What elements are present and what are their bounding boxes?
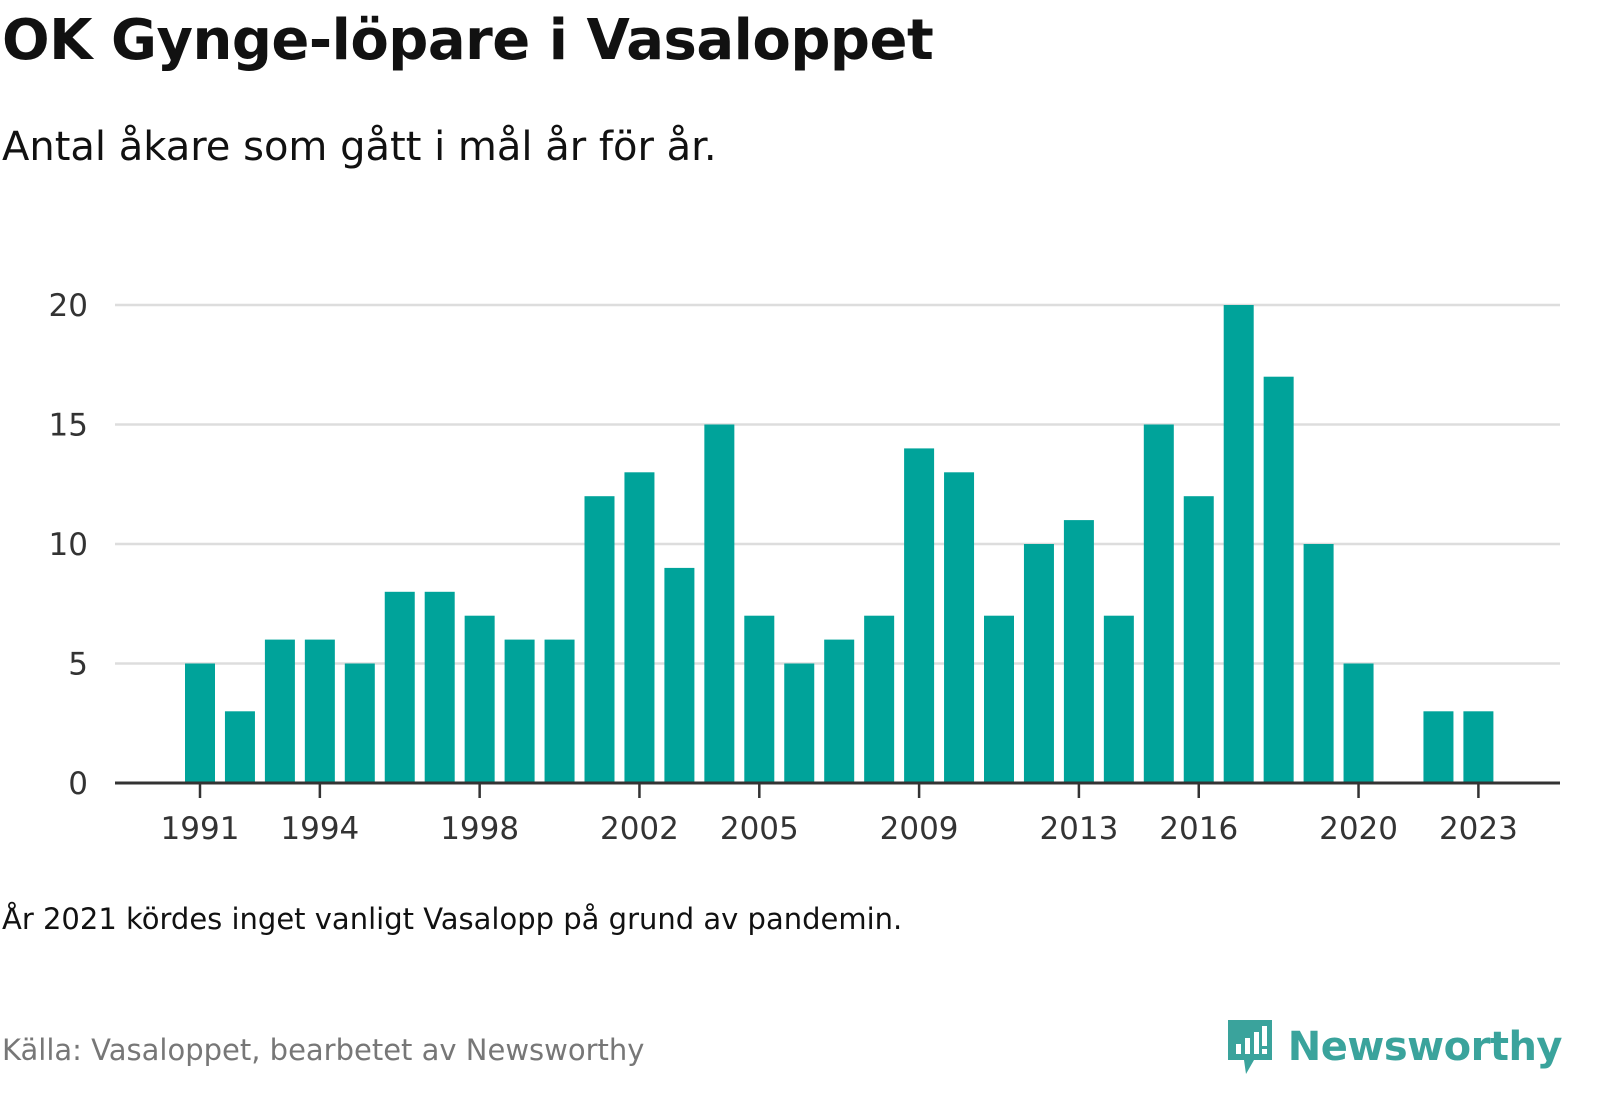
bar-2001: [584, 496, 615, 783]
bar-1996: [384, 591, 415, 783]
x-tick-label: 2005: [720, 811, 799, 847]
x-tick-label: 2002: [600, 811, 679, 847]
bar-2004: [704, 424, 735, 783]
bar-2006: [784, 663, 815, 783]
gridlines: [115, 303, 1560, 665]
bar-1995: [344, 663, 375, 783]
bar-1994: [304, 639, 335, 783]
newsworthy-brand[interactable]: Newsworthy: [1224, 1016, 1563, 1078]
bar-2020: [1343, 663, 1374, 783]
bar-2017: [1223, 305, 1254, 783]
bar-2002: [624, 472, 655, 783]
bar-2008: [864, 615, 895, 783]
x-tick-label: 1991: [161, 811, 240, 847]
bar-1992: [224, 711, 255, 783]
newsworthy-logo-icon: [1227, 1020, 1272, 1074]
y-tick-label: 15: [49, 408, 88, 444]
x-axis-ticks: 1991 1994 1998 2002 2005 2009 2013 2016 2020 2023: [161, 783, 1518, 847]
bar-2014: [1103, 615, 1134, 783]
bar-1997: [424, 591, 455, 783]
x-tick-label: 2020: [1319, 811, 1398, 847]
bar-2015: [1143, 424, 1174, 783]
chart-title: OK Gynge-löpare i Vasaloppet: [2, 8, 934, 73]
bar-2019: [1303, 544, 1334, 783]
bar-2016: [1183, 496, 1214, 783]
x-tick-label: 2009: [880, 811, 959, 847]
bar-2009: [904, 448, 935, 783]
x-tick-label: 1994: [280, 811, 359, 847]
bar-2022: [1423, 711, 1454, 783]
bar-1991: [185, 663, 215, 783]
bar-chart: 0 5 10 15 20 1991 1994 1998 2002 2005 2009 2013 201…: [49, 288, 1560, 847]
bar-2011: [984, 615, 1014, 783]
y-tick-label: 20: [49, 288, 88, 324]
y-tick-label: 10: [49, 527, 88, 563]
x-tick-label: 1998: [440, 811, 519, 847]
y-tick-label: 0: [68, 766, 88, 802]
chart-note: År 2021 kördes inget vanligt Vasalopp på…: [2, 902, 903, 936]
x-tick-label: 2016: [1159, 811, 1238, 847]
bars: [185, 305, 1494, 783]
brand-name: Newsworthy: [1287, 1024, 1563, 1070]
x-tick-label: 2023: [1439, 811, 1518, 847]
bar-1999: [504, 639, 535, 783]
chart-subtitle: Antal åkare som gått i mål år för år.: [2, 124, 717, 170]
bar-1998: [464, 615, 495, 783]
bar-2013: [1063, 520, 1094, 783]
bar-2003: [664, 567, 695, 783]
bar-2005: [744, 615, 775, 783]
bar-2007: [824, 639, 855, 783]
bar-2000: [544, 639, 575, 783]
bar-2010: [944, 472, 975, 783]
y-axis-ticks: 0 5 10 15 20: [49, 288, 88, 802]
bar-1993: [264, 639, 295, 783]
x-tick-label: 2013: [1039, 811, 1118, 847]
bar-2012: [1023, 544, 1054, 783]
bar-2018: [1263, 376, 1294, 783]
source-credit: Källa: Vasaloppet, bearbetet av Newswort…: [2, 1033, 645, 1067]
bar-2023: [1463, 711, 1494, 783]
y-tick-label: 5: [68, 647, 88, 683]
